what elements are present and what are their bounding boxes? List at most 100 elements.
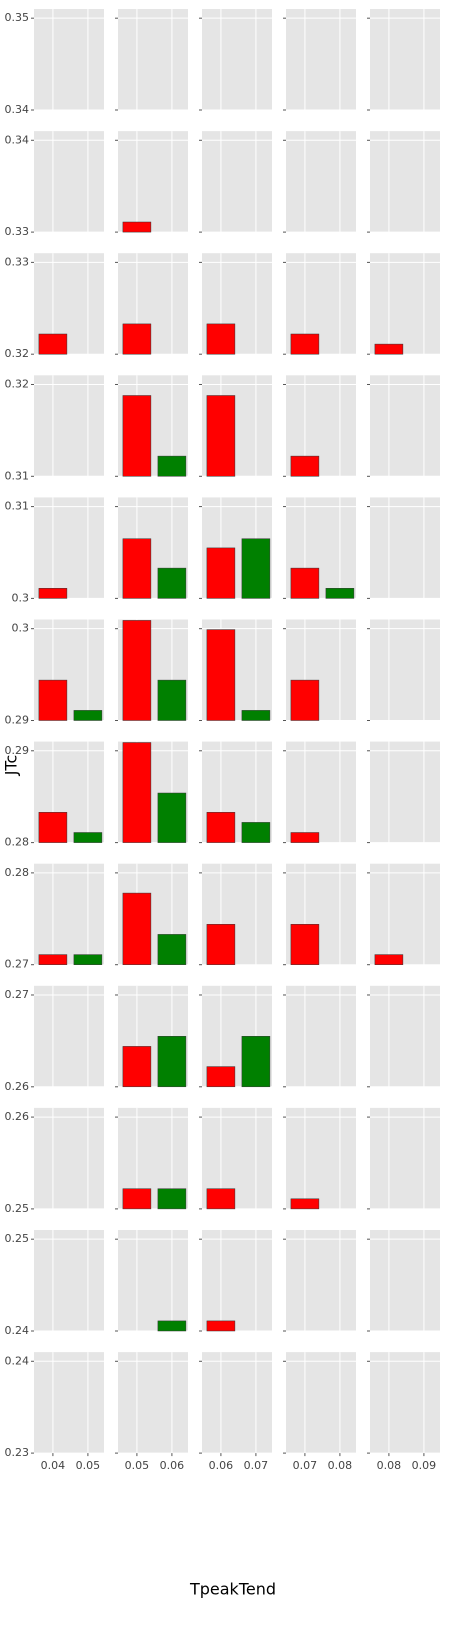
bar bbox=[157, 679, 187, 721]
panel bbox=[202, 1230, 272, 1331]
panel bbox=[286, 9, 356, 110]
y-tick-label: 0.34 bbox=[5, 133, 30, 146]
bar bbox=[122, 538, 152, 599]
panel bbox=[118, 1352, 188, 1454]
panel bbox=[370, 375, 440, 477]
bar bbox=[122, 395, 152, 477]
y-tick-label: 0.34 bbox=[5, 103, 30, 116]
bar bbox=[122, 1188, 152, 1210]
y-tick-label: 0.27 bbox=[5, 988, 30, 1001]
bar bbox=[241, 710, 271, 721]
panel bbox=[286, 1230, 356, 1331]
bar bbox=[73, 710, 103, 721]
bar bbox=[241, 822, 271, 843]
x-axis-label: TpeakTend bbox=[189, 1580, 276, 1599]
y-tick-label: 0.25 bbox=[5, 1232, 30, 1245]
y-tick-label: 0.26 bbox=[5, 1110, 30, 1123]
bar bbox=[206, 323, 236, 355]
x-tick-label: 0.08 bbox=[328, 1459, 353, 1472]
y-tick-label: 0.32 bbox=[5, 347, 30, 360]
bar bbox=[206, 812, 236, 843]
bar bbox=[290, 679, 320, 721]
bar bbox=[290, 1198, 320, 1210]
bar bbox=[206, 1066, 236, 1088]
y-tick-label: 0.24 bbox=[5, 1324, 30, 1337]
y-tick-label: 0.29 bbox=[5, 714, 30, 727]
bar bbox=[38, 812, 68, 843]
bar bbox=[157, 934, 187, 965]
bar bbox=[241, 538, 271, 599]
y-tick-label: 0.24 bbox=[5, 1354, 30, 1367]
panel bbox=[370, 863, 440, 965]
bar bbox=[290, 832, 320, 843]
x-tick-label: 0.08 bbox=[377, 1459, 402, 1472]
y-tick-label: 0.32 bbox=[5, 377, 30, 390]
x-tick-label: 0.05 bbox=[76, 1459, 101, 1472]
y-tick-label: 0.3 bbox=[12, 622, 30, 635]
panel bbox=[370, 1352, 440, 1454]
y-axis-label: JTc bbox=[2, 755, 21, 777]
panel bbox=[286, 1352, 356, 1454]
panel bbox=[34, 375, 104, 477]
x-tick-label: 0.06 bbox=[160, 1459, 185, 1472]
panel bbox=[370, 741, 440, 843]
panel bbox=[34, 9, 104, 110]
panel bbox=[34, 985, 104, 1087]
bar bbox=[73, 832, 103, 843]
x-tick-label: 0.09 bbox=[412, 1459, 437, 1472]
y-tick-label: 0.33 bbox=[5, 255, 30, 268]
bar bbox=[122, 892, 152, 965]
bar bbox=[290, 924, 320, 965]
y-tick-label: 0.33 bbox=[5, 225, 30, 238]
panel bbox=[370, 253, 440, 355]
panel bbox=[370, 985, 440, 1087]
bar bbox=[290, 455, 320, 477]
panel bbox=[202, 9, 272, 110]
bar bbox=[157, 792, 187, 843]
y-tick-label: 0.3 bbox=[12, 591, 30, 604]
panel bbox=[202, 131, 272, 233]
y-tick-label: 0.29 bbox=[5, 744, 30, 757]
y-tick-label: 0.25 bbox=[5, 1202, 30, 1215]
panel bbox=[118, 131, 188, 233]
y-tick-label: 0.27 bbox=[5, 958, 30, 971]
panel bbox=[370, 1230, 440, 1331]
bar bbox=[290, 333, 320, 355]
bar bbox=[122, 323, 152, 355]
x-tick-label: 0.04 bbox=[41, 1459, 66, 1472]
bar bbox=[325, 588, 355, 599]
bar bbox=[157, 1188, 187, 1210]
bar bbox=[122, 221, 152, 233]
bar bbox=[290, 567, 320, 599]
bar bbox=[374, 343, 404, 355]
bar bbox=[374, 954, 404, 965]
panel bbox=[34, 497, 104, 599]
bar bbox=[206, 547, 236, 599]
y-tick-label: 0.26 bbox=[5, 1080, 30, 1093]
y-tick-label: 0.31 bbox=[5, 500, 30, 513]
panel bbox=[34, 1352, 104, 1454]
bar bbox=[206, 1320, 236, 1332]
bar bbox=[241, 1036, 271, 1088]
panel bbox=[286, 741, 356, 843]
panel bbox=[34, 863, 104, 965]
panel bbox=[118, 1230, 188, 1331]
bar bbox=[206, 629, 236, 721]
bar bbox=[157, 1036, 187, 1088]
panel bbox=[34, 1107, 104, 1209]
bar bbox=[157, 567, 187, 599]
bar bbox=[206, 395, 236, 477]
x-tick-label: 0.07 bbox=[244, 1459, 269, 1472]
y-tick-label: 0.23 bbox=[5, 1446, 30, 1459]
y-tick-label: 0.28 bbox=[5, 866, 30, 879]
bar bbox=[122, 742, 152, 843]
bar bbox=[38, 954, 68, 965]
panel bbox=[370, 619, 440, 721]
panel bbox=[286, 1107, 356, 1209]
bar bbox=[38, 679, 68, 721]
bar bbox=[38, 333, 68, 355]
panel bbox=[286, 131, 356, 233]
y-tick-label: 0.35 bbox=[5, 11, 30, 24]
bar bbox=[38, 588, 68, 599]
